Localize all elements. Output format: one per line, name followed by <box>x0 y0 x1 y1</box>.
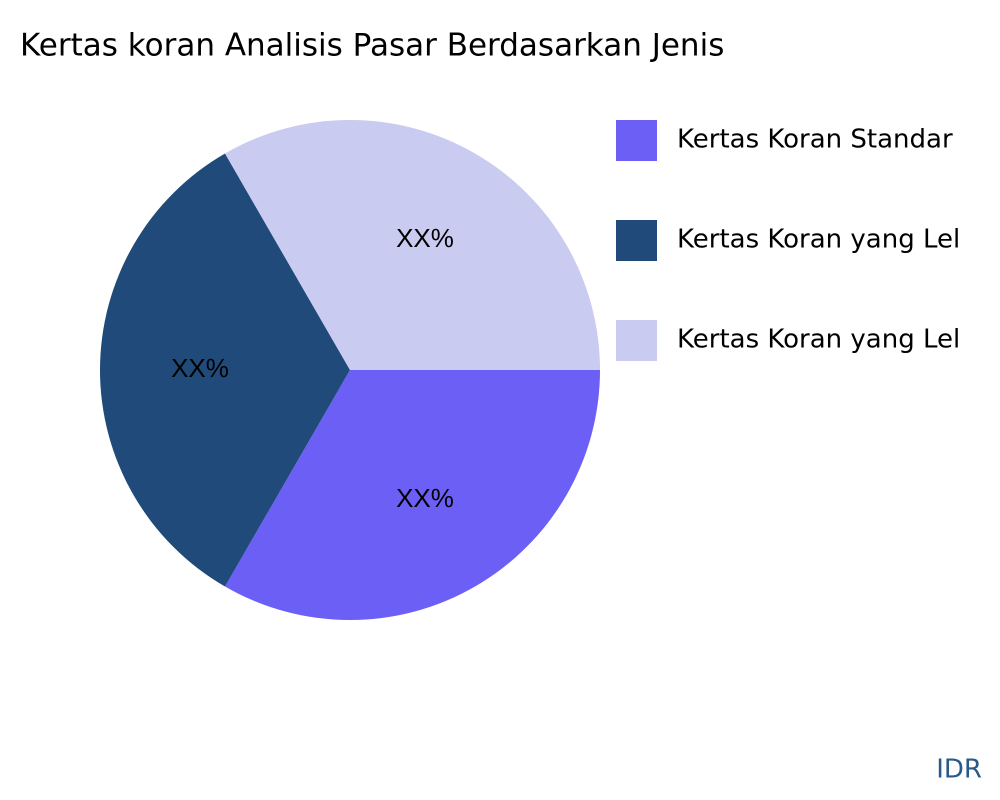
data-label: XX% <box>396 223 454 253</box>
watermark: IDR <box>936 755 982 785</box>
chart-title: Kertas koran Analisis Pasar Berdasarkan … <box>20 28 724 64</box>
legend-swatch <box>616 320 657 361</box>
pie-slice <box>225 119 600 370</box>
legend-swatch <box>616 220 657 261</box>
pie-slice <box>225 370 600 620</box>
legend-label: Kertas Koran yang Lel <box>677 325 960 355</box>
data-label: XX% <box>171 353 229 383</box>
data-label: XX% <box>396 483 454 513</box>
legend-swatch <box>616 120 657 161</box>
legend-label: Kertas Koran yang Lel <box>677 225 960 255</box>
legend-label: Kertas Koran Standar <box>677 125 953 155</box>
